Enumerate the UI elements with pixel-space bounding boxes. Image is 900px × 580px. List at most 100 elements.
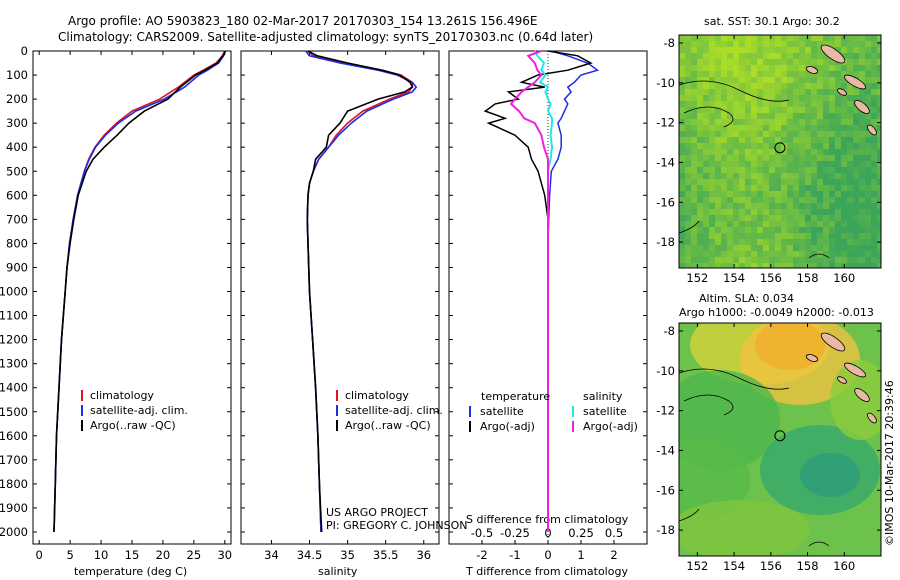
sst-cell [685, 179, 691, 185]
sst-cell [709, 89, 715, 95]
depth-tick-label: 500 [6, 164, 28, 178]
sst-cell [835, 239, 841, 245]
sst-cell [715, 101, 721, 107]
sst-cell [715, 161, 721, 167]
sst-cell [841, 107, 847, 113]
sst-cell [817, 137, 823, 143]
sst-cell [799, 161, 805, 167]
sst-cell [811, 59, 817, 65]
sst-cell [763, 215, 769, 221]
sst-cell [721, 233, 727, 239]
sst-cell [703, 167, 709, 173]
sst-cell [781, 89, 787, 95]
sst-cell [847, 83, 853, 89]
sst-cell [877, 227, 881, 233]
sst-cell [763, 125, 769, 131]
sst-cell [793, 149, 799, 155]
sst-cell [727, 209, 733, 215]
sst-cell [835, 203, 841, 209]
sst-cell [877, 53, 881, 59]
header-line2: Climatology: CARS2009. Satellite-adjuste… [58, 30, 593, 44]
sst-cell [775, 101, 781, 107]
sst-cell [727, 143, 733, 149]
sst-cell [739, 185, 745, 191]
salinity-series-line [306, 50, 414, 533]
sst-cell [685, 149, 691, 155]
sst-cell [823, 41, 829, 47]
sst-cell [853, 161, 859, 167]
sst-cell [865, 65, 871, 71]
sst-cell [685, 185, 691, 191]
sst-cell [721, 209, 727, 215]
map-x-tick-label: 160 [833, 559, 855, 573]
sst-cell [859, 197, 865, 203]
sst-cell [727, 197, 733, 203]
sst-cell [799, 263, 805, 268]
sst-cell [679, 41, 685, 47]
sst-cell [715, 131, 721, 137]
sst-cell [709, 185, 715, 191]
sst-cell [835, 149, 841, 155]
sst-cell [823, 221, 829, 227]
sst-cell [865, 239, 871, 245]
sst-cell [877, 215, 881, 221]
sst-cell [847, 161, 853, 167]
sst-cell [775, 77, 781, 83]
sst-cell [787, 221, 793, 227]
x-tick-label: -2 [476, 548, 487, 562]
sst-cell [847, 113, 853, 119]
sst-cell [823, 245, 829, 251]
sst-cell [745, 149, 751, 155]
depth-tick-label: 1400 [0, 381, 28, 395]
sst-cell [703, 209, 709, 215]
sst-cell [691, 137, 697, 143]
sst-cell [679, 221, 685, 227]
project-line1: US ARGO PROJECT [326, 506, 428, 519]
sst-cell [757, 233, 763, 239]
sst-cell [835, 35, 841, 41]
sst-cell [877, 83, 881, 89]
sst-cell [829, 83, 835, 89]
sst-cell [835, 173, 841, 179]
sst-cell [733, 233, 739, 239]
sst-cell [787, 113, 793, 119]
sst-cell [865, 173, 871, 179]
sst-cell [853, 137, 859, 143]
sst-cell [763, 197, 769, 203]
sst-cell [865, 119, 871, 125]
sst-cell [835, 185, 841, 191]
sst-cell [823, 209, 829, 215]
sst-cell [799, 65, 805, 71]
temperature-panel: temperature (deg C) 0 5 10 15 20 25 30 climatol… [32, 50, 232, 578]
sla-map: Altim. SLA: 0.034 Argo h1000: -0.0049 h2… [656, 292, 882, 573]
sst-cell [805, 245, 811, 251]
temperature-series-line [53, 50, 226, 533]
x-tick-label: 15 [125, 548, 140, 562]
sst-cell [721, 257, 727, 263]
sst-cell [847, 53, 853, 59]
sst-cell [679, 113, 685, 119]
sst-cell [751, 245, 757, 251]
sst-cell [703, 257, 709, 263]
sst-cell [841, 167, 847, 173]
x-tick-label: 34 [264, 548, 279, 562]
sst-cell [865, 185, 871, 191]
sst-cell [775, 233, 781, 239]
sst-cell [793, 179, 799, 185]
sst-cell [751, 113, 757, 119]
legend-heading: temperature [481, 390, 550, 403]
sst-cell [775, 47, 781, 53]
depth-tick-label: 1100 [0, 309, 28, 323]
x-tick-label: 0 [544, 548, 551, 562]
sst-cell [745, 95, 751, 101]
sst-cell [787, 227, 793, 233]
sst-cell [697, 137, 703, 143]
sla-blob [800, 453, 860, 497]
sst-cell [721, 203, 727, 209]
sst-cell [685, 203, 691, 209]
sst-cell [697, 227, 703, 233]
sst-cell [739, 245, 745, 251]
sst-cell [697, 77, 703, 83]
sst-cell [781, 245, 787, 251]
sst-cell [709, 53, 715, 59]
